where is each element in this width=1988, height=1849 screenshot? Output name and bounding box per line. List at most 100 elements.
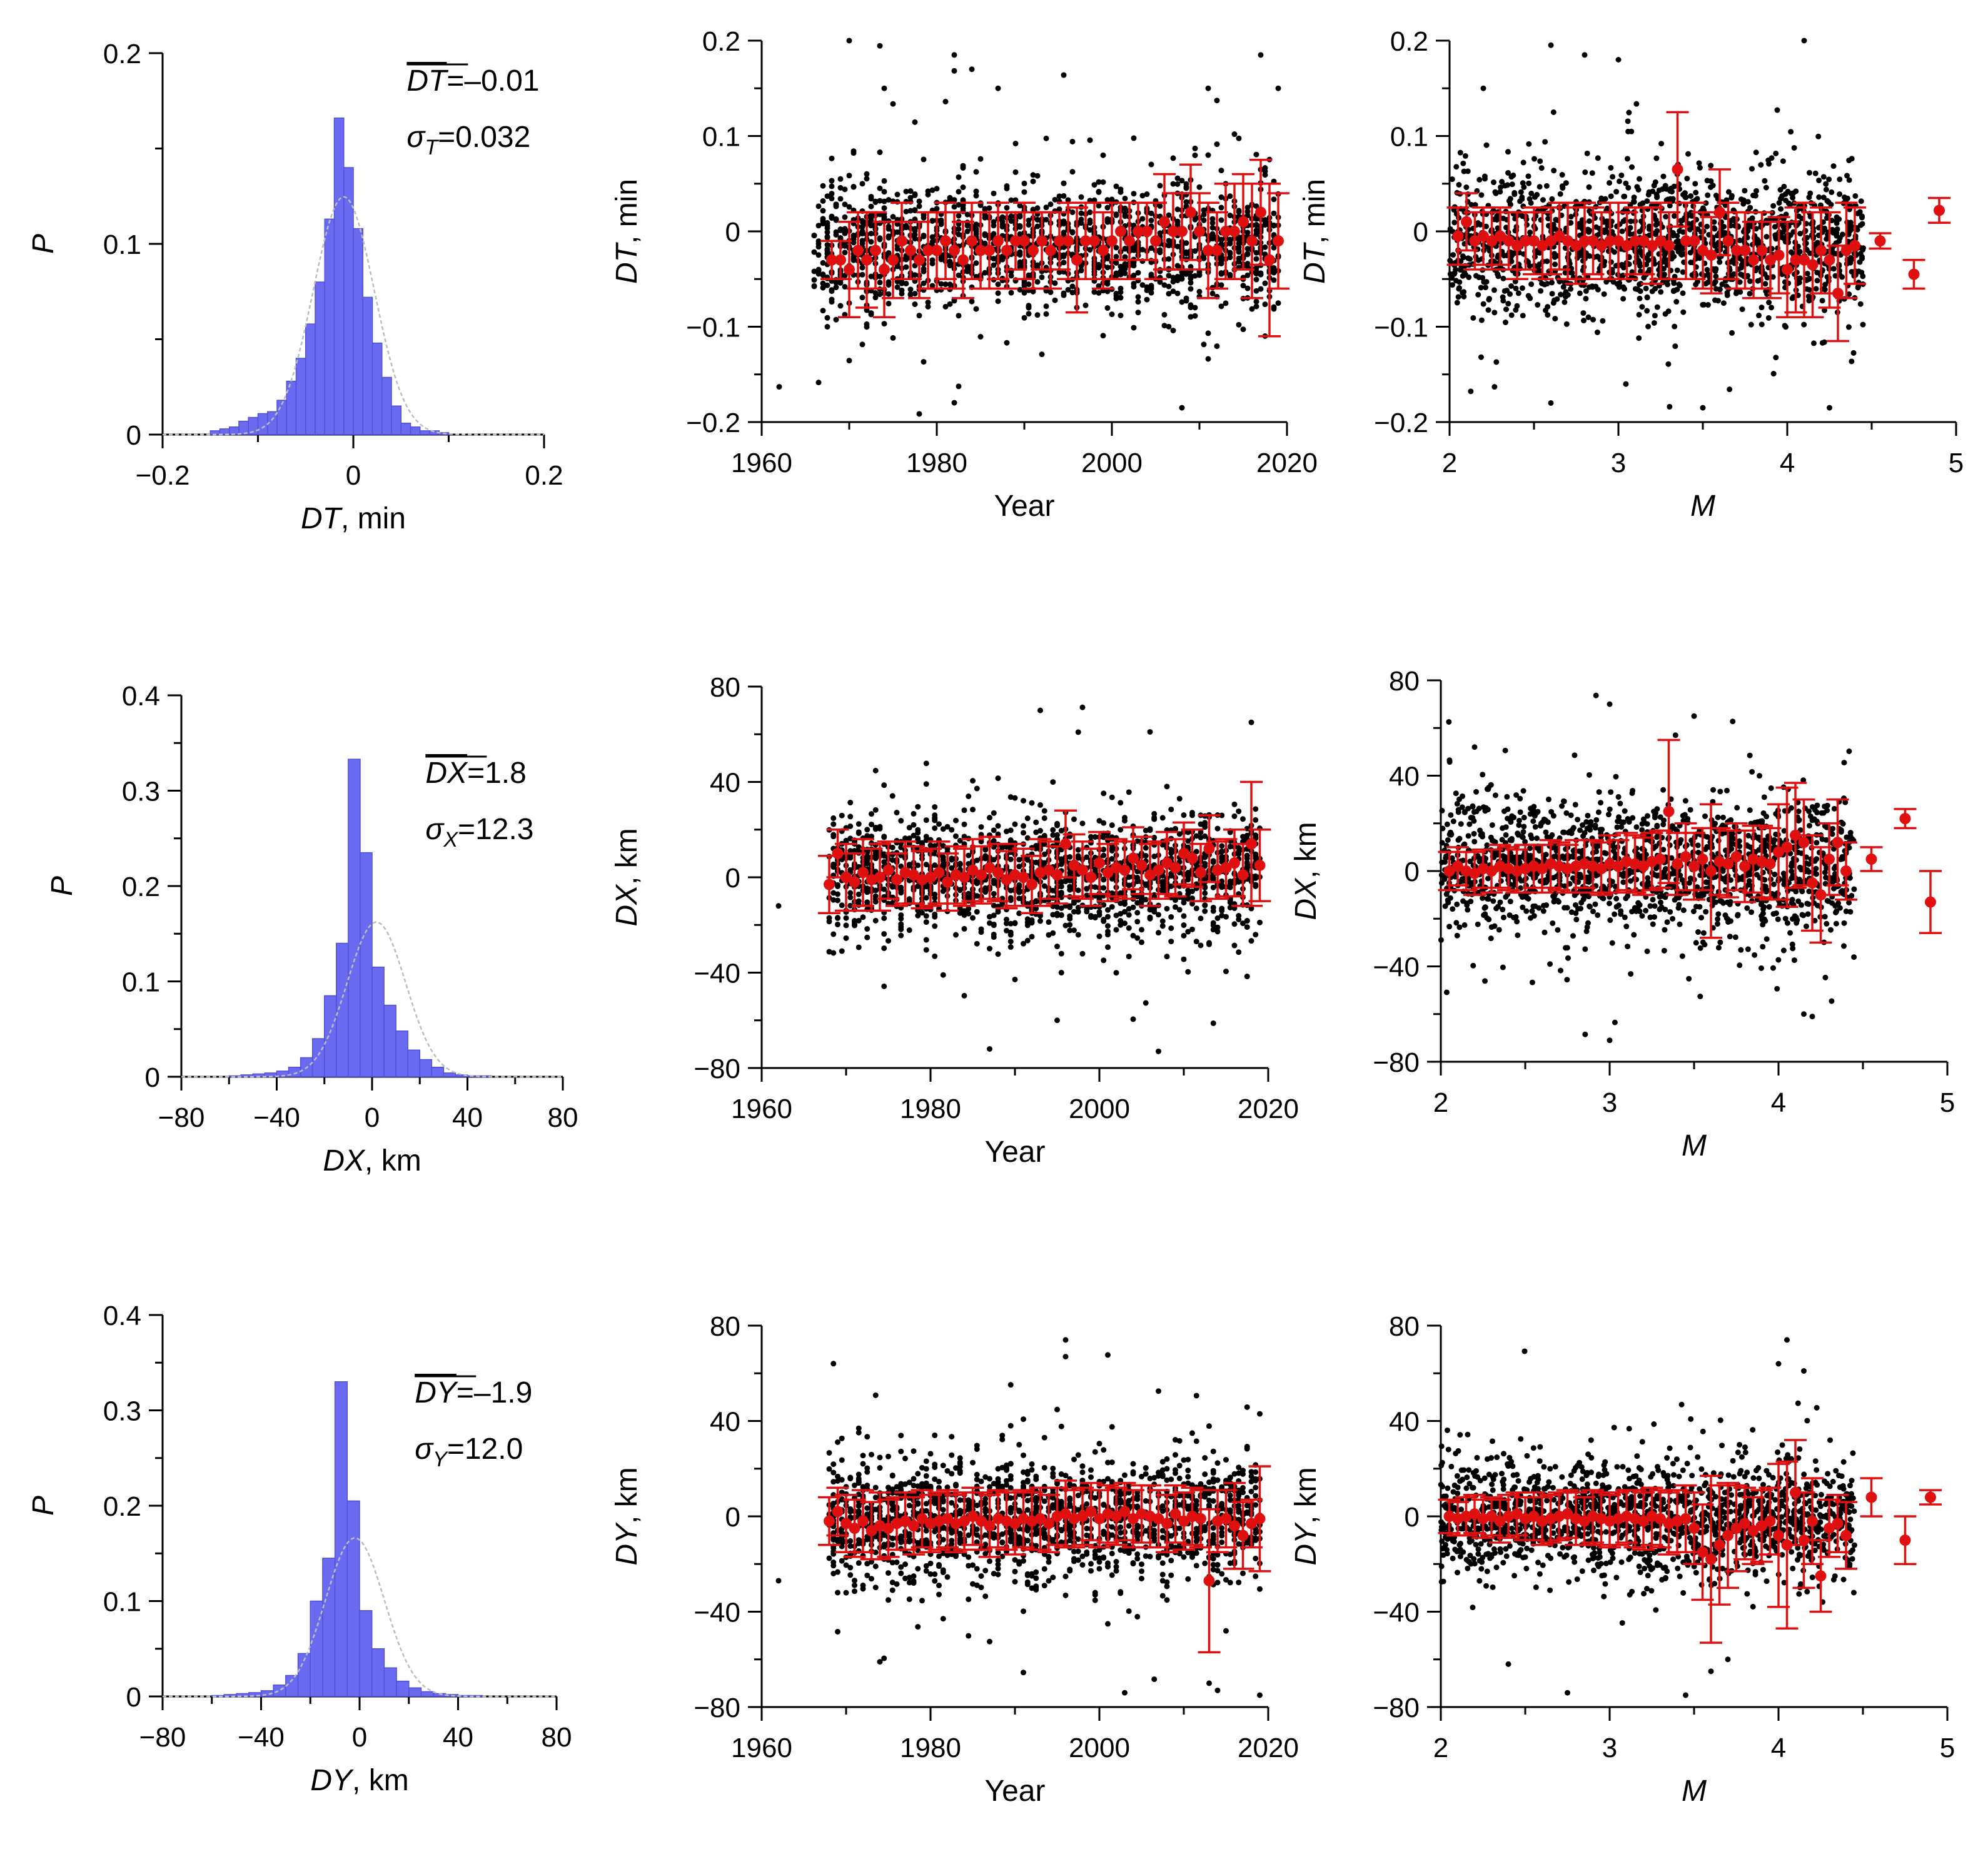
scatter-point [1244, 263, 1251, 270]
y-tick-label: −0.1 [1374, 313, 1428, 343]
scatter-point [1078, 194, 1084, 200]
scatter-point [1131, 191, 1137, 197]
scatter-point [1543, 307, 1549, 313]
scatter-point [947, 258, 953, 265]
scatter-point [1214, 141, 1220, 148]
scatter-point [872, 917, 879, 924]
scatter-point [1198, 942, 1204, 949]
scatter-point [1503, 306, 1510, 313]
scatter-point [1253, 228, 1259, 234]
scatter-point [1205, 85, 1211, 91]
scatter-point [907, 208, 914, 214]
scatter-point [1122, 246, 1128, 252]
binned-mean-point [1714, 206, 1725, 218]
scatter-point [1747, 291, 1753, 297]
scatter-point [1520, 159, 1526, 166]
scatter-points [776, 38, 1281, 417]
scatter-point [1526, 180, 1532, 186]
binned-mean-point [1080, 235, 1091, 247]
scatter-point [837, 196, 844, 202]
scatter-point [1047, 289, 1054, 295]
scatter-point [1174, 290, 1181, 296]
scatter-point [1810, 340, 1817, 346]
scatter-point [1223, 969, 1229, 975]
scatter-point [1653, 191, 1660, 198]
scatter-point [829, 155, 835, 161]
scatter-point [1519, 196, 1525, 202]
scatter-point [1468, 388, 1474, 395]
histogram-bar [420, 430, 430, 435]
binned-mean-point [922, 244, 934, 256]
scatter-point [829, 287, 835, 293]
scatter-point [951, 400, 957, 406]
scatter-point [1218, 303, 1224, 310]
scatter-point [1593, 283, 1599, 290]
scatter-point [864, 307, 870, 313]
scatter-point [1168, 806, 1174, 812]
sigma-subscript: X [443, 828, 458, 852]
y-axis-label: DX, km [610, 828, 643, 926]
scatter-point [977, 334, 984, 340]
scatter-point [1275, 300, 1281, 306]
scatter-point [964, 263, 971, 270]
scatter-point [859, 224, 865, 230]
scatter-point [1478, 354, 1484, 360]
scatter-point [929, 283, 936, 289]
scatter-point [776, 384, 782, 390]
scatter-point [1665, 361, 1672, 367]
scatter-point [1168, 939, 1174, 945]
scatter-point [916, 313, 922, 319]
scatter-point [1850, 350, 1857, 356]
scatter-point [1550, 109, 1557, 115]
x-tick-label: 2000 [1069, 1094, 1130, 1124]
scatter-point [824, 234, 830, 241]
scatter-point [1486, 296, 1492, 303]
scatter-point [1188, 314, 1194, 320]
scatter-point [1008, 213, 1014, 219]
scatter-point [974, 909, 980, 915]
scatter-point [864, 833, 870, 839]
scatter-point [1088, 834, 1094, 840]
scatter-point [1244, 208, 1251, 214]
binned-mean-point [1756, 244, 1768, 256]
scatter-point [1113, 970, 1119, 976]
histogram-bar [383, 1004, 396, 1077]
scatter-point [1513, 285, 1519, 291]
scatter-point [1814, 278, 1820, 284]
x-tick-label: 2 [1442, 448, 1457, 478]
scatter-point [842, 284, 848, 290]
scatter-point [1179, 299, 1185, 305]
scatter-point [923, 760, 929, 767]
y-axis-label: DT, min [610, 179, 643, 284]
y-tick-label: 0 [725, 217, 740, 248]
scatter-point [1148, 283, 1154, 289]
binned-mean-point [1246, 235, 1258, 247]
scatter-point [1096, 283, 1102, 289]
scatter-point [1511, 191, 1518, 198]
scatter-point [1258, 52, 1264, 58]
scatter-point [1447, 226, 1453, 232]
scatter-point [1192, 273, 1198, 279]
scatter-point [1236, 209, 1242, 215]
scatter-point [1788, 129, 1794, 135]
x-tick-label: 2020 [1256, 448, 1318, 478]
scatter-point [1188, 264, 1194, 270]
scatter-point [837, 176, 844, 182]
scatter-point [1206, 940, 1212, 946]
scatter-point [1753, 226, 1759, 232]
scatter-point [1685, 151, 1692, 157]
scatter-point [1684, 176, 1690, 182]
binned-mean-point [992, 235, 1004, 247]
scatter-point [1271, 244, 1277, 251]
error-bar [855, 211, 878, 309]
scatter-point [877, 273, 883, 280]
scatter-point [1780, 229, 1786, 235]
scatter-point [1568, 214, 1574, 220]
scatter-point [1109, 196, 1115, 203]
scatter-point [1069, 229, 1076, 235]
scatter-point [1674, 233, 1680, 239]
scatter-point [1192, 216, 1198, 223]
scatter-point [951, 68, 957, 74]
binned-mean-point [966, 235, 977, 247]
scatter-point [886, 226, 892, 232]
